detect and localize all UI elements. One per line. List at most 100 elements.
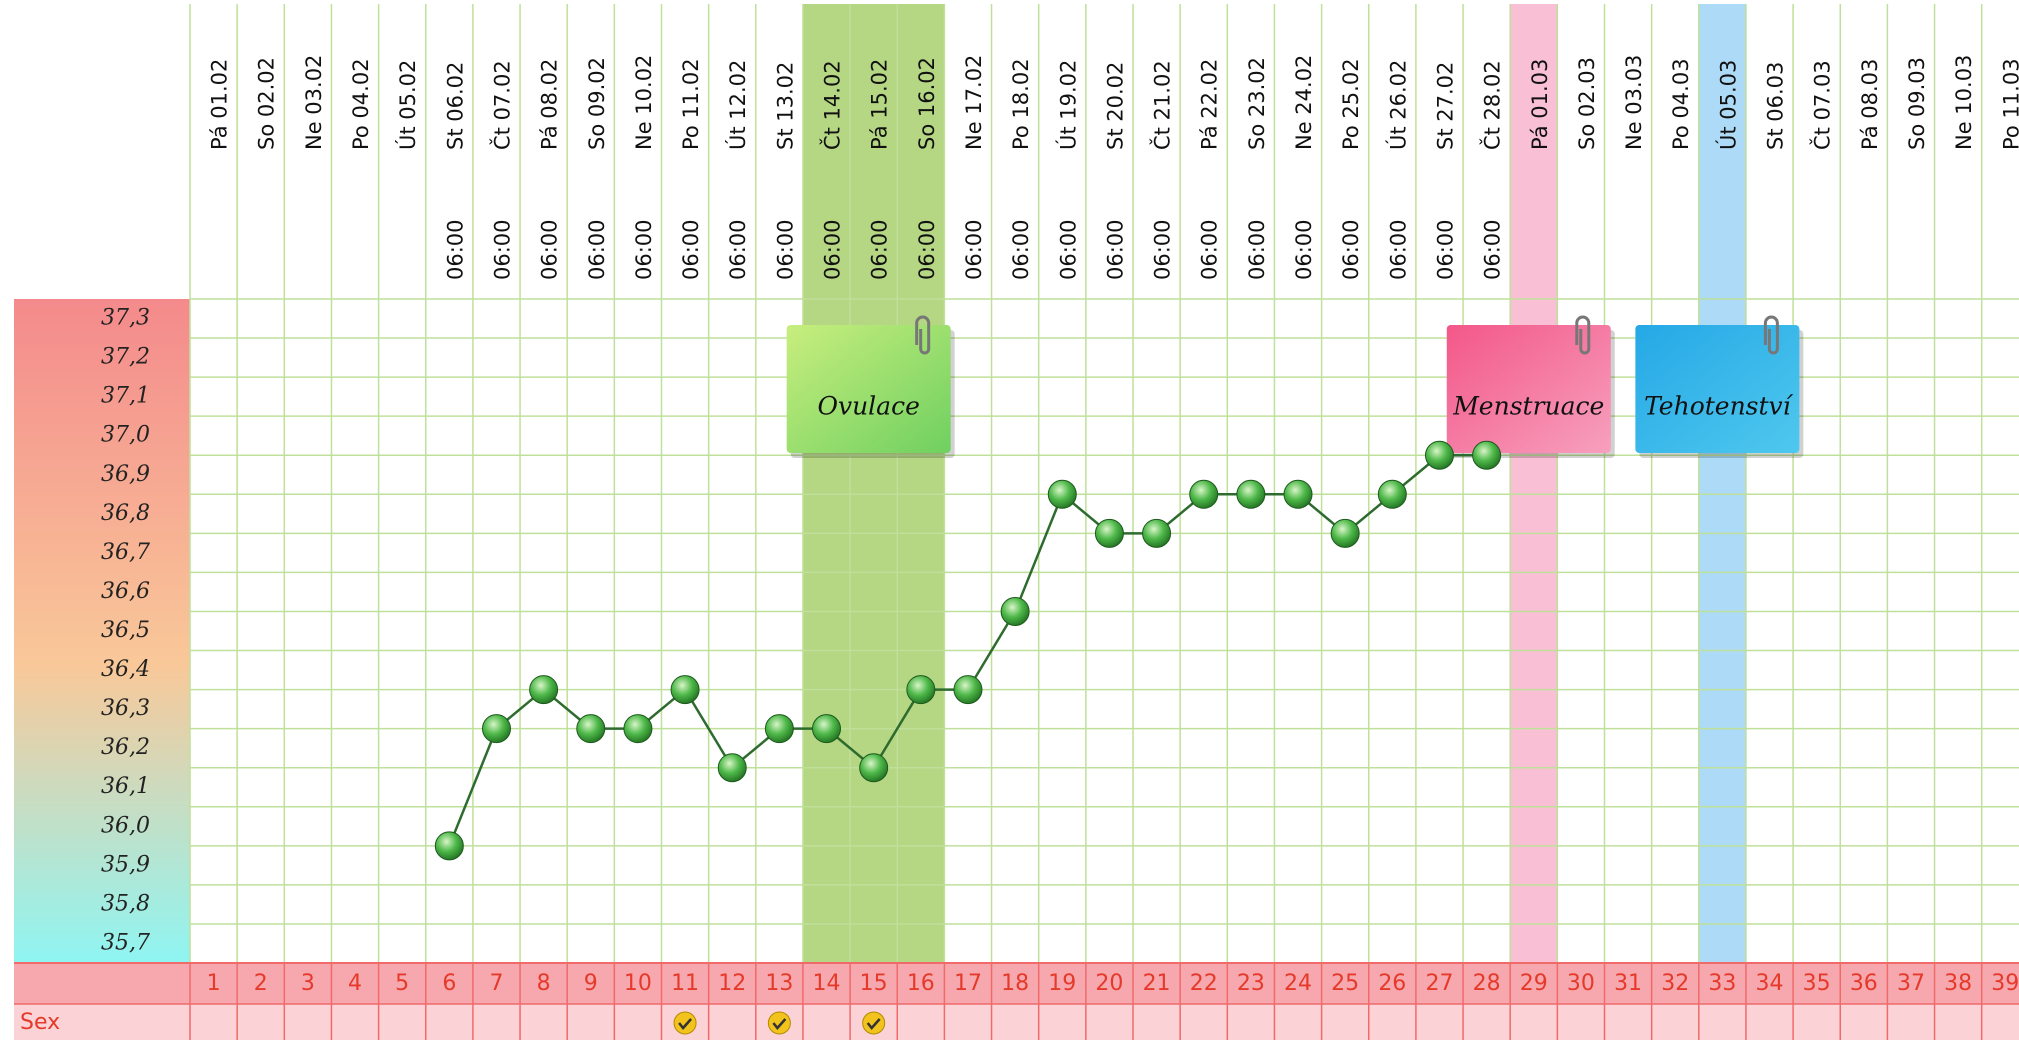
time-label: 06:00 [1056, 219, 1080, 280]
time-label: 06:00 [585, 219, 609, 280]
date-label: Po 04.03 [1669, 58, 1693, 150]
temperature-point [859, 753, 889, 783]
date-label: Ne 17.02 [962, 55, 986, 150]
day-number: 4 [348, 971, 362, 996]
time-label: 06:00 [962, 219, 986, 280]
day-number: 34 [1756, 971, 1784, 996]
y-tick-label: 36,4 [101, 657, 150, 682]
time-label: 06:00 [821, 219, 845, 280]
day-number: 7 [489, 971, 503, 996]
note-paper [1446, 325, 1611, 453]
temperature-point [1236, 479, 1266, 509]
temperature-point [481, 714, 511, 744]
temperature-point [434, 831, 464, 861]
temperature-point [1377, 479, 1407, 509]
day-number: 3 [301, 971, 315, 996]
date-label: Čt 14.02 [820, 60, 845, 150]
sex-mark [767, 1011, 791, 1035]
temperature-point [1189, 479, 1219, 509]
temperature-point [1094, 518, 1124, 548]
time-label: 06:00 [1103, 219, 1127, 280]
temperature-point [529, 675, 559, 705]
date-label: Pá 01.03 [1528, 59, 1552, 150]
day-number: 30 [1567, 971, 1595, 996]
y-tick-label: 35,9 [101, 852, 150, 877]
temperature-point [953, 675, 983, 705]
day-number: 18 [1001, 971, 1029, 996]
note-paper [786, 325, 951, 453]
y-tick-label: 36,3 [101, 696, 150, 721]
highlight-band [802, 4, 945, 963]
day-number: 26 [1378, 971, 1406, 996]
paper-clip [1763, 315, 1779, 355]
day-number: 28 [1473, 971, 1501, 996]
day-number: 8 [537, 971, 551, 996]
y-tick-label: 35,8 [101, 891, 150, 916]
date-label: Pá 22.02 [1198, 59, 1222, 150]
day-number: 37 [1897, 971, 1925, 996]
temperature-point [906, 675, 936, 705]
time-label: 06:00 [1198, 219, 1222, 280]
day-number-row [14, 963, 2019, 1004]
check-tick [678, 1018, 693, 1030]
date-label: Út 12.02 [725, 60, 750, 150]
note-text: Ovulace [817, 392, 919, 421]
time-label: 06:00 [773, 219, 797, 280]
date-label: Út 26.02 [1385, 60, 1410, 150]
check-icon [673, 1011, 697, 1035]
date-label: Pá 15.02 [868, 59, 892, 150]
y-label-column [14, 299, 190, 963]
time-label: 06:00 [679, 219, 703, 280]
date-label: So 02.02 [255, 57, 279, 150]
day-number: 1 [207, 971, 221, 996]
day-number: 23 [1237, 971, 1265, 996]
day-number: 19 [1048, 971, 1076, 996]
date-label: So 02.03 [1575, 57, 1599, 150]
date-label: Po 18.02 [1009, 58, 1033, 150]
date-label: So 16.02 [915, 57, 939, 150]
day-number: 31 [1614, 971, 1642, 996]
paper-clip [1575, 315, 1591, 355]
time-label: 06:00 [1339, 219, 1363, 280]
date-label: Út 05.02 [395, 60, 420, 150]
date-label: Út 05.03 [1715, 60, 1740, 150]
day-number: 35 [1803, 971, 1831, 996]
time-label: 06:00 [443, 219, 467, 280]
date-label: Pá 01.02 [208, 59, 232, 150]
sticky-note: Tehotenství [1635, 315, 1804, 458]
time-label: 06:00 [1245, 219, 1269, 280]
date-label: Út 19.02 [1055, 60, 1080, 150]
temperature-point [1330, 518, 1360, 548]
date-label: Čt 07.02 [489, 60, 514, 150]
temperature-point [1472, 440, 1502, 470]
day-number: 2 [254, 971, 268, 996]
y-tick-label: 37,0 [101, 423, 150, 448]
date-label: Ne 03.03 [1622, 55, 1646, 150]
y-tick-label: 36,1 [101, 774, 150, 799]
date-label: So 09.02 [585, 57, 609, 150]
highlight-band [1510, 4, 1558, 963]
time-label: 06:00 [1386, 219, 1410, 280]
day-number: 9 [584, 971, 598, 996]
date-label: St 20.02 [1103, 62, 1127, 150]
y-tick-label: 36,8 [101, 501, 150, 526]
temperature-point [717, 753, 747, 783]
date-label: Pá 08.02 [538, 59, 562, 150]
day-number: 29 [1520, 971, 1548, 996]
check-tick [866, 1018, 881, 1030]
check-icon [767, 1011, 791, 1035]
day-number: 14 [813, 971, 841, 996]
date-label: Po 11.03 [1999, 58, 2019, 150]
y-tick-label: 35,7 [101, 930, 150, 955]
day-number: 11 [671, 971, 699, 996]
date-label: Čt 21.02 [1150, 60, 1175, 150]
day-number: 32 [1661, 971, 1689, 996]
paper-clip [915, 315, 931, 355]
day-number: 13 [765, 971, 793, 996]
time-label: 06:00 [1481, 219, 1505, 280]
date-label: St 27.02 [1433, 62, 1457, 150]
sex-row [14, 1004, 2019, 1040]
time-label: 06:00 [490, 219, 514, 280]
day-number: 33 [1708, 971, 1736, 996]
